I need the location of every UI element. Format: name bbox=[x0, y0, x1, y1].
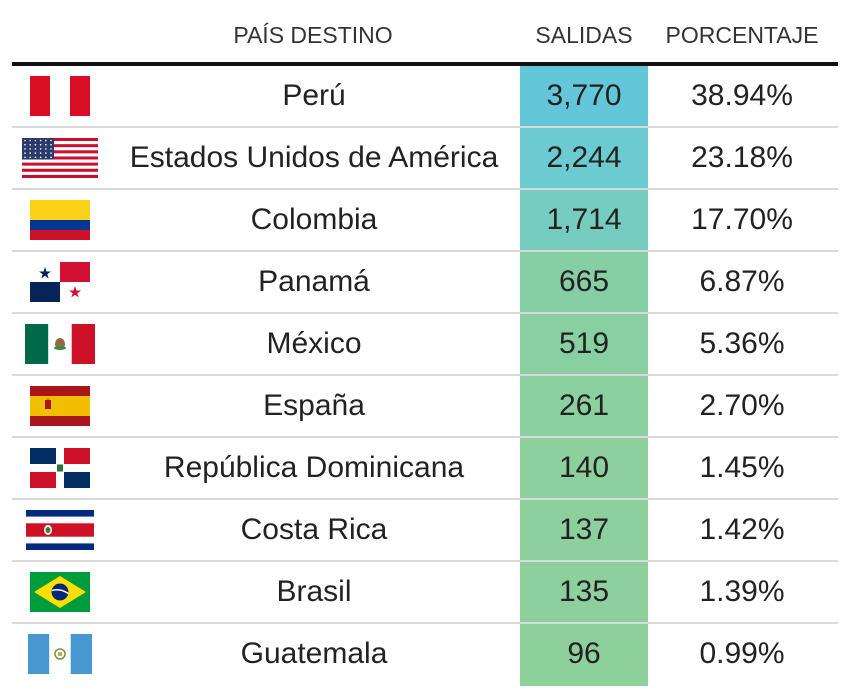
country-name: Brasil bbox=[276, 575, 352, 608]
mexico-flag-icon bbox=[12, 314, 108, 374]
spain-flag-icon bbox=[12, 376, 108, 436]
salidas-value: 135 bbox=[520, 562, 648, 624]
country-name: España bbox=[263, 389, 365, 422]
table-row: Panamá 665 6.87% bbox=[12, 252, 838, 314]
country-name: Colombia bbox=[250, 203, 378, 236]
row-divider bbox=[12, 188, 838, 190]
porcentaje-value: 23.18% bbox=[691, 141, 793, 174]
costa-rica-flag-icon bbox=[12, 500, 108, 560]
salidas-value: 261 bbox=[520, 376, 648, 438]
table-row: México 519 5.36% bbox=[12, 314, 838, 376]
table-row: España 261 2.70% bbox=[12, 376, 838, 438]
guatemala-flag-icon bbox=[12, 624, 108, 684]
panama-flag-icon bbox=[12, 252, 108, 312]
row-divider bbox=[12, 126, 838, 128]
salidas-value: 1,714 bbox=[520, 190, 648, 252]
table-row: Costa Rica 137 1.42% bbox=[12, 500, 838, 562]
table-row: Guatemala 96 0.99% bbox=[12, 624, 838, 686]
usa-flag-icon bbox=[12, 128, 108, 188]
salidas-value: 665 bbox=[520, 252, 648, 314]
row-divider bbox=[12, 498, 838, 500]
row-divider bbox=[12, 250, 838, 252]
country-name: México bbox=[266, 327, 362, 360]
porcentaje-value: 5.36% bbox=[699, 327, 785, 360]
row-divider bbox=[12, 560, 838, 562]
porcentaje-value: 1.45% bbox=[699, 451, 785, 484]
header-porcentaje: PORCENTAJE bbox=[665, 22, 819, 48]
salidas-value: 140 bbox=[520, 438, 648, 500]
salidas-value: 519 bbox=[520, 314, 648, 376]
row-divider bbox=[12, 622, 838, 624]
porcentaje-value: 1.39% bbox=[699, 575, 785, 608]
row-divider bbox=[12, 312, 838, 314]
header-pais-destino: PAÍS DESTINO bbox=[233, 22, 393, 48]
row-divider bbox=[12, 436, 838, 438]
porcentaje-value: 17.70% bbox=[691, 203, 793, 236]
table-row: Brasil 135 1.39% bbox=[12, 562, 838, 624]
row-divider bbox=[12, 374, 838, 376]
salidas-value: 137 bbox=[520, 500, 648, 562]
table-row: República Dominicana 140 1.45% bbox=[12, 438, 838, 500]
table-row: Colombia 1,714 17.70% bbox=[12, 190, 838, 252]
porcentaje-value: 1.42% bbox=[699, 513, 785, 546]
colombia-flag-icon bbox=[12, 190, 108, 250]
salidas-value: 96 bbox=[520, 624, 648, 686]
dominican-republic-flag-icon bbox=[12, 438, 108, 498]
porcentaje-value: 0.99% bbox=[699, 637, 785, 670]
brazil-flag-icon bbox=[12, 562, 108, 622]
country-name: Guatemala bbox=[240, 637, 388, 670]
country-name: Estados Unidos de América bbox=[129, 141, 499, 174]
porcentaje-value: 2.70% bbox=[699, 389, 785, 422]
header-rule bbox=[12, 62, 838, 66]
country-name: Perú bbox=[282, 79, 346, 112]
country-name: República Dominicana bbox=[163, 451, 465, 484]
country-name: Panamá bbox=[258, 265, 370, 298]
peru-flag-icon bbox=[12, 66, 108, 126]
country-name: Costa Rica bbox=[240, 513, 388, 546]
salidas-value: 3,770 bbox=[520, 66, 648, 128]
table-row: Estados Unidos de América 2,244 23.18% bbox=[12, 128, 838, 190]
table-row: Perú 3,770 38.94% bbox=[12, 66, 838, 128]
porcentaje-value: 6.87% bbox=[699, 265, 785, 298]
salidas-value: 2,244 bbox=[520, 128, 648, 190]
porcentaje-value: 38.94% bbox=[691, 79, 793, 112]
header-salidas: SALIDAS bbox=[535, 22, 633, 48]
